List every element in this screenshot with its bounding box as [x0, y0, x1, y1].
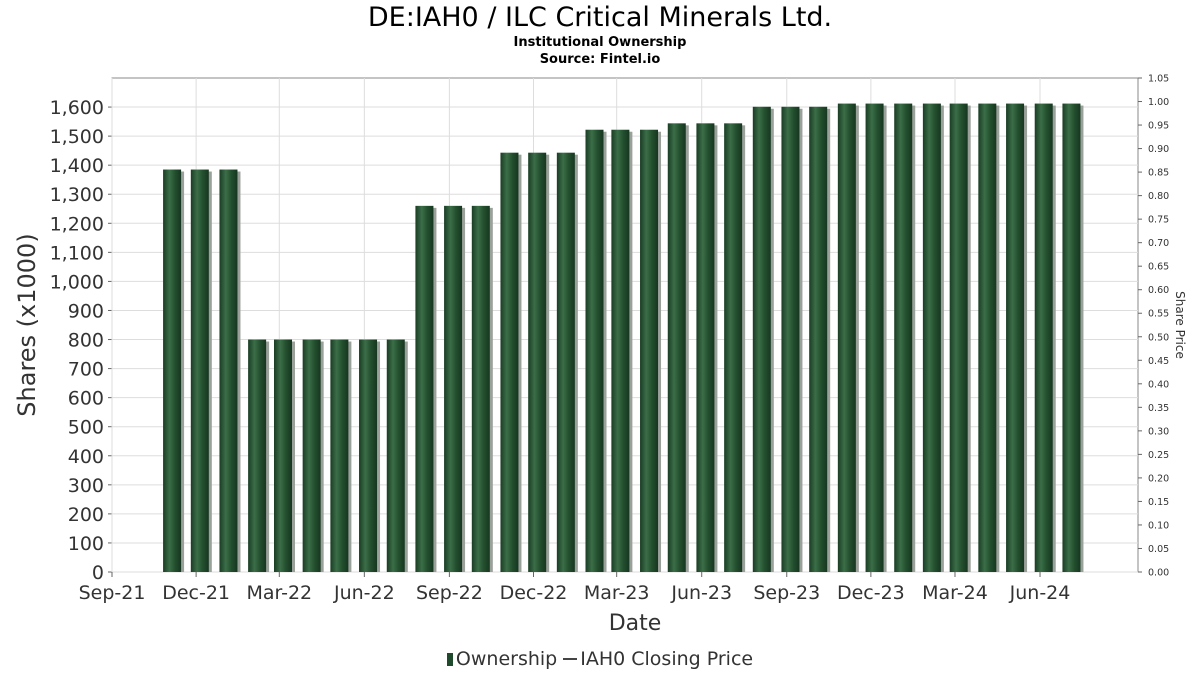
- ownership-bar: [949, 103, 968, 572]
- y-tick-label: 700: [68, 359, 104, 381]
- legend-price-swatch: [563, 658, 578, 660]
- y2-tick-label: 0.65: [1148, 262, 1169, 273]
- x-tick-label: Mar-23: [584, 582, 650, 604]
- ownership-bar: [444, 205, 463, 572]
- ownership-bar: [724, 123, 743, 573]
- y-tick-label: 0: [92, 562, 104, 584]
- y2-tick-label: 0.70: [1148, 238, 1169, 249]
- y2-axis-title: Share Price: [1173, 291, 1187, 359]
- ownership-bar: [1034, 103, 1053, 572]
- x-tick-label: Mar-24: [922, 582, 988, 604]
- y-tick-label: 100: [68, 533, 104, 555]
- ownership-bar: [330, 339, 349, 572]
- x-tick-label: Jun-24: [1009, 582, 1071, 604]
- y2-tick-label: 0.30: [1148, 426, 1169, 437]
- y2-tick-label: 0.50: [1148, 332, 1169, 343]
- chart-title: DE:IAH0 / ILC Critical Minerals Ltd.: [367, 2, 833, 33]
- legend-price-label: IAH0 Closing Price: [580, 648, 754, 670]
- x-tick-label: Dec-22: [500, 582, 568, 604]
- legend-ownership-swatch: [446, 653, 453, 666]
- y2-tick-label: 0.10: [1148, 520, 1169, 531]
- x-tick-label: Dec-23: [837, 582, 905, 604]
- ownership-bar: [585, 129, 604, 572]
- y2-tick-label: 0.95: [1148, 121, 1169, 132]
- ownership-bar: [359, 339, 378, 572]
- ownership-bar: [667, 123, 686, 573]
- y2-tick-label: 0.25: [1148, 450, 1169, 461]
- ownership-bar: [386, 339, 405, 572]
- y2-tick-label: 0.35: [1148, 403, 1169, 414]
- ownership-bar: [640, 129, 659, 572]
- ownership-bar: [1062, 103, 1081, 572]
- chart-subtitle: Institutional Ownership: [513, 35, 687, 50]
- ownership-bar: [809, 106, 828, 572]
- x-tick-label: Mar-22: [246, 582, 312, 604]
- ownership-bar: [500, 152, 519, 572]
- y2-tick-label: 0.15: [1148, 497, 1169, 508]
- ownership-bar: [528, 152, 547, 572]
- ownership-bar: [1006, 103, 1025, 572]
- ownership-bar: [837, 103, 856, 572]
- y-tick-label: 200: [68, 504, 104, 526]
- x-tick-label: Jun-22: [333, 582, 395, 604]
- y-tick-label: 800: [68, 330, 104, 352]
- x-tick-label: Sep-21: [79, 582, 146, 604]
- y2-tick-label: 0.55: [1148, 309, 1169, 320]
- ownership-bar: [302, 339, 321, 572]
- ownership-bar: [781, 106, 800, 572]
- x-tick-label: Dec-21: [162, 582, 230, 604]
- y-tick-label: 500: [68, 417, 104, 439]
- legend-ownership-label: Ownership: [455, 648, 558, 670]
- y-axis-title: Shares (x1000): [13, 233, 41, 416]
- y-tick-label: 900: [68, 300, 104, 322]
- ownership-bar: [219, 169, 238, 573]
- y-tick-label: 400: [68, 446, 104, 468]
- ownership-bar: [696, 123, 715, 573]
- y-tick-label: 1,500: [50, 126, 104, 148]
- ownership-bar: [471, 205, 490, 572]
- chart-source: Source: Fintel.io: [539, 52, 661, 67]
- y2-tick-label: 0.00: [1148, 568, 1169, 579]
- x-tick-label: Sep-23: [753, 582, 820, 604]
- ownership-bar: [556, 152, 575, 572]
- x-tick-label: Sep-22: [416, 582, 483, 604]
- ownership-bar: [274, 339, 292, 572]
- ownership-bar: [415, 205, 434, 572]
- y2-tick-label: 0.80: [1148, 191, 1169, 202]
- y2-tick-label: 0.75: [1148, 215, 1169, 226]
- y-tick-label: 1,400: [50, 155, 104, 177]
- y2-tick-label: 0.90: [1148, 144, 1169, 155]
- y-tick-label: 600: [68, 388, 104, 410]
- y2-tick-label: 0.05: [1148, 544, 1169, 555]
- y2-tick-label: 1.00: [1148, 97, 1169, 108]
- ownership-bar: [894, 103, 913, 572]
- y-tick-label: 1,200: [50, 213, 104, 235]
- y2-tick-label: 0.85: [1148, 168, 1169, 179]
- x-axis-title: Date: [609, 611, 662, 636]
- x-tick-label: Jun-23: [670, 582, 732, 604]
- ownership-bar: [978, 103, 997, 572]
- ownership-bar: [752, 106, 771, 572]
- ownership-bar: [611, 129, 630, 572]
- y2-tick-label: 0.20: [1148, 473, 1169, 484]
- y-tick-label: 1,300: [50, 184, 104, 206]
- y2-tick-label: 0.60: [1148, 285, 1169, 296]
- y2-tick-label: 0.40: [1148, 379, 1169, 390]
- y2-tick-label: 0.45: [1148, 356, 1169, 367]
- y-tick-label: 300: [68, 475, 104, 497]
- ownership-bar: [248, 339, 267, 572]
- ownership-bar: [190, 169, 209, 573]
- ownership-bar: [865, 103, 884, 572]
- chart-legend: Ownership IAH0 Closing Price: [0, 648, 1200, 670]
- ownership-bar: [922, 103, 941, 572]
- y-tick-label: 1,000: [50, 271, 104, 293]
- y-tick-label: 1,100: [50, 242, 104, 264]
- ownership-bar: [163, 169, 182, 573]
- y2-tick-label: 1.05: [1148, 74, 1169, 85]
- y-tick-label: 1,600: [50, 97, 104, 119]
